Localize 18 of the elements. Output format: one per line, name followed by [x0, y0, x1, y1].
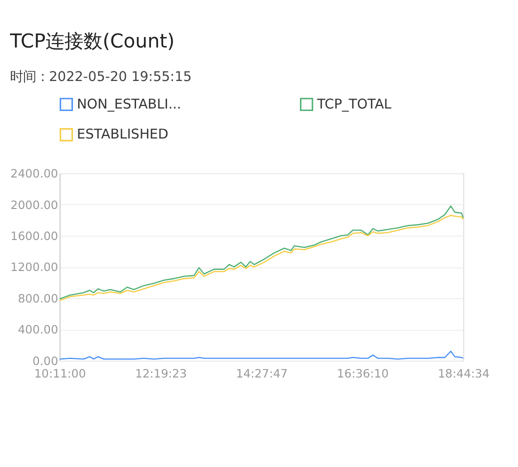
y-tick-label: 2400.00	[10, 166, 58, 181]
x-tick-label: 12:19:23	[135, 366, 187, 380]
y-tick-label: 0.00	[32, 354, 58, 368]
x-tick-label: 18:44:34	[438, 366, 490, 380]
legend-label: TCP_TOTAL	[316, 97, 392, 112]
y-tick-label: 1200.00	[10, 260, 58, 274]
legend-label: NON_ESTABLI...	[76, 97, 182, 112]
y-tick-label: 800.00	[18, 291, 58, 306]
chart-title: TCP连接数(Count)	[8, 29, 175, 52]
chart-subtitle: 时间：2022-05-20 19:55:15	[10, 70, 192, 85]
line-series	[59, 350, 464, 360]
y-tick-label: 400.00	[18, 322, 58, 337]
x-tick-label: 10:11:00	[34, 366, 86, 380]
y-tick-label: 1600.00	[10, 229, 58, 243]
y-tick-label: 2000.00	[10, 198, 58, 212]
x-tick-label: 14:27:47	[236, 366, 288, 380]
legend-label: ESTABLISHED	[76, 128, 168, 143]
x-tick-label: 16:36:10	[336, 366, 389, 380]
